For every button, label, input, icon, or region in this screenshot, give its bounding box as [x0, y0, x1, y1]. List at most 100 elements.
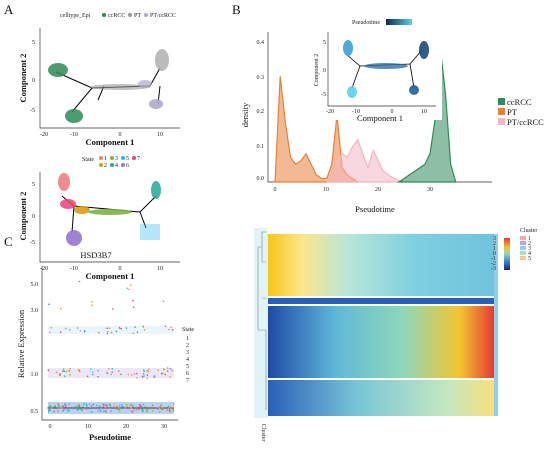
xtick-pt-0: 0 — [274, 187, 277, 193]
expression-dot — [156, 408, 159, 411]
expression-dot — [161, 408, 163, 411]
expression-dot — [147, 370, 150, 373]
inset-ytick-3: -5 — [321, 92, 326, 98]
expression-dot — [144, 406, 147, 408]
xtick-a3: 0 — [119, 132, 122, 138]
expression-dot — [71, 406, 73, 409]
c-xtick-0: 0 — [49, 424, 52, 430]
inset-xtick-3: 0 — [391, 109, 394, 115]
state-label-1: 1 — [104, 156, 107, 162]
expression-dot — [128, 288, 130, 291]
cluster-label-3: 3 — [528, 246, 531, 252]
cell-clusters-top — [48, 49, 169, 123]
cluster-swatch-1 — [520, 236, 526, 240]
expression-dot — [76, 405, 78, 408]
inset-cluster-5 — [409, 85, 419, 95]
c-ytick-1: 1.0 — [31, 372, 39, 378]
expression-dot — [78, 280, 81, 283]
scale-label-m2: -2 — [491, 261, 496, 267]
expression-dot — [125, 327, 128, 329]
c-ytick-3: 3.0 — [31, 308, 39, 314]
state-label-7: 7 — [137, 156, 140, 162]
inset-xtick-2: -10 — [352, 109, 360, 115]
expression-dot — [105, 410, 107, 412]
expression-dot — [48, 303, 50, 306]
expression-dot — [63, 370, 66, 373]
inset-cluster-3 — [419, 41, 429, 59]
expression-dot — [146, 408, 149, 411]
expression-dot — [82, 406, 84, 408]
panel-letter-c: C — [4, 234, 13, 249]
xtick-a4: 10 — [157, 132, 163, 138]
expression-dot — [69, 373, 71, 376]
panel-c-ylabel: Relative Expression — [16, 309, 26, 378]
expression-dot — [107, 331, 109, 333]
trajectory-tree — [55, 67, 161, 113]
inset-title: Pseudotime — [352, 20, 380, 26]
inset-ytick-1: 5 — [323, 40, 326, 46]
state-label-5: 5 — [126, 156, 129, 162]
state-label-3: 3 — [115, 156, 118, 162]
expression-dot — [118, 408, 120, 411]
legend-dot-pt — [128, 13, 132, 17]
cluster-legend-title: Cluster — [520, 228, 537, 234]
c-state-6: 6 — [186, 371, 189, 377]
xtick-b1: -20 — [40, 266, 48, 272]
expression-dot — [65, 370, 68, 373]
expression-dot — [68, 329, 71, 331]
legend-density-pt-ccrcc: PT/ccRCC — [507, 117, 544, 127]
scale-label-m1: -1 — [491, 256, 496, 262]
expression-dot — [117, 370, 120, 372]
expression-dot — [132, 306, 135, 309]
panel-c-xlabel: Pseudotime — [89, 432, 131, 442]
expression-dot — [109, 406, 112, 409]
expression-dot — [138, 405, 141, 408]
panel-letter-a: A — [4, 2, 14, 17]
legend-label-ccrcc: ccRCC — [108, 13, 125, 19]
expression-dot — [78, 405, 81, 407]
expression-dot — [102, 403, 105, 406]
expression-dot — [169, 368, 172, 370]
heatmap-color-scale — [504, 238, 510, 270]
c-state-7: 7 — [186, 378, 189, 384]
expression-dot — [166, 409, 168, 412]
expression-dot — [136, 377, 138, 379]
expression-dot — [50, 326, 53, 329]
expression-dot — [91, 301, 93, 303]
c-state-3: 3 — [186, 350, 189, 356]
expression-dot — [64, 403, 66, 405]
expression-dots — [47, 280, 175, 413]
expression-dot — [49, 409, 51, 412]
heatmap-block-3 — [268, 306, 494, 378]
ytick-b-01: 0.1 — [257, 144, 265, 150]
expression-dot — [168, 328, 170, 331]
expression-dot — [151, 404, 154, 407]
xtick-b4: 10 — [157, 266, 163, 272]
panel-c-axes — [41, 266, 178, 421]
expression-dot — [68, 409, 71, 412]
expression-dot — [164, 325, 167, 328]
expression-dot — [111, 308, 114, 310]
c-xtick-10: 10 — [85, 424, 91, 430]
expression-dot — [81, 409, 83, 411]
scale-label-2: 2 — [493, 241, 496, 247]
expression-dot — [111, 371, 113, 373]
c-state-5: 5 — [186, 364, 189, 370]
expression-dot — [143, 375, 145, 377]
expression-dot — [60, 307, 62, 310]
ytick-a1: 5 — [32, 40, 35, 46]
expression-dot — [142, 410, 144, 413]
expression-dot — [65, 406, 67, 408]
state-label-4: 4 — [115, 163, 118, 169]
ytick-a2: 0 — [32, 78, 35, 84]
c-state-4: 4 — [186, 357, 189, 363]
heatmap-block-4 — [268, 380, 494, 416]
panel-a-top-xlabel: Component 1 — [86, 137, 135, 147]
expression-dot — [86, 405, 88, 407]
legend-dot-ccrcc — [102, 13, 106, 17]
expression-dot — [54, 405, 56, 407]
expression-dot — [164, 373, 166, 376]
expression-dot — [132, 404, 135, 407]
expression-dot — [99, 406, 101, 408]
